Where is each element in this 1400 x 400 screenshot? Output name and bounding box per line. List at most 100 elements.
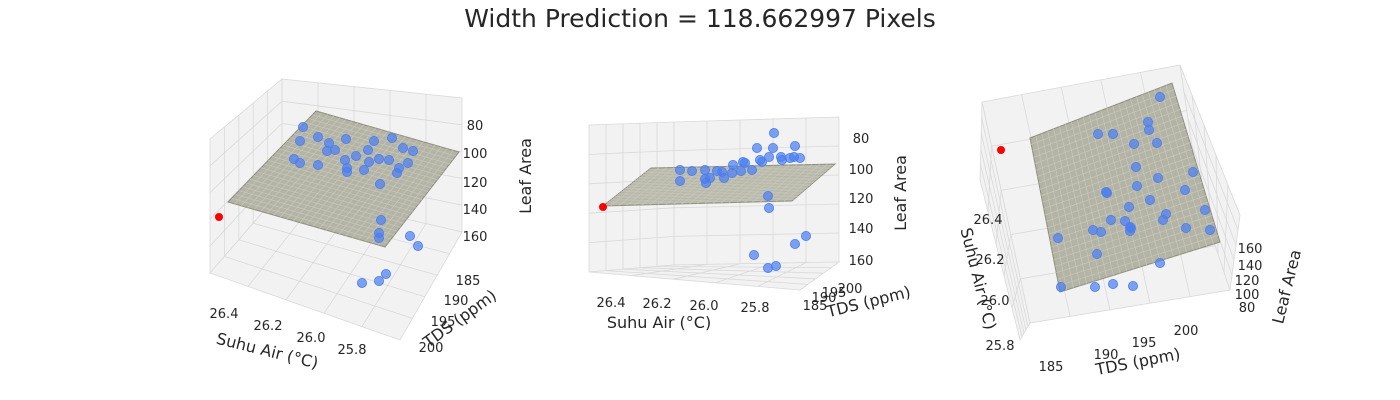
z-tick-label: 140 (1238, 259, 1263, 274)
observed-point (1129, 138, 1140, 149)
grid-line (995, 190, 1002, 245)
observed-point (1181, 222, 1192, 233)
prediction-marker (997, 146, 1005, 154)
observed-point (1200, 204, 1211, 215)
figure-title: Width Prediction = 118.662997 Pixels (464, 4, 936, 33)
plane-mesh-line (783, 163, 828, 202)
observed-point (764, 202, 775, 213)
y-tick-label: 185 (1039, 360, 1064, 375)
x-axis-label: Suhu Air (°C) (607, 313, 711, 332)
prediction-point (215, 213, 223, 221)
grid-line (1003, 234, 1012, 277)
y-tick-label: 200 (1174, 324, 1199, 339)
observed-point (1124, 201, 1135, 212)
z-tick-labels: 80 100 120 140 160 (463, 119, 488, 245)
grid-line (361, 223, 427, 327)
observed-point (373, 275, 384, 286)
observed-point (1090, 281, 1101, 292)
observed-point (368, 135, 379, 146)
x-tick-label: 26.4 (597, 296, 626, 311)
observed-point (375, 214, 386, 225)
plane-mesh-line (1058, 235, 1219, 286)
grid-line (588, 150, 675, 155)
subplot-view-1: 26.4 26.2 26.0 25.8 185 190 195 200 80 1… (209, 78, 535, 373)
y-tick-label: 185 (803, 299, 828, 314)
y-tick-label: 190 (1094, 348, 1119, 363)
observed-point (1093, 128, 1104, 139)
x-tick-label: 25.8 (741, 301, 770, 316)
observed-point (1108, 128, 1119, 139)
grid-line (673, 232, 840, 237)
grid-line (281, 100, 463, 126)
observed-point (1205, 224, 1216, 235)
observed-point (1158, 214, 1169, 225)
observed-point (700, 164, 711, 175)
observed-point (1106, 214, 1117, 225)
observed-point (1108, 278, 1119, 289)
observed-point (1145, 194, 1156, 205)
observed-point (790, 238, 801, 249)
observed-point (801, 230, 812, 241)
observed-point (407, 145, 418, 156)
observed-points (288, 122, 423, 288)
observed-point (358, 164, 369, 175)
observed-point (383, 154, 394, 165)
observed-point (687, 165, 698, 176)
observed-point (373, 232, 384, 243)
observed-point (769, 127, 780, 138)
plane-mesh-line (1153, 89, 1201, 249)
x-tick-label: 26.4 (210, 307, 239, 322)
y-tick-label: 195 (431, 315, 456, 330)
prediction-marker (599, 203, 607, 211)
observed-point (1155, 257, 1166, 268)
grid-line (622, 268, 816, 280)
observed-point (404, 230, 415, 241)
observed-point (386, 132, 397, 143)
prediction-point (599, 203, 607, 211)
z-tick-label: 160 (463, 230, 488, 245)
plane-mesh-line (365, 146, 442, 242)
plane-mesh-line (312, 114, 457, 157)
observed-point (312, 159, 323, 170)
observed-point (1096, 226, 1107, 237)
observed-point (1125, 221, 1136, 232)
observed-point (1155, 92, 1166, 103)
z-tick-label: 120 (849, 192, 874, 207)
plane-mesh-line (1057, 228, 1217, 280)
grid-line (1191, 145, 1235, 261)
observed-point (341, 166, 352, 177)
observed-point (675, 175, 686, 186)
observed-point (294, 135, 305, 146)
observed-point (393, 162, 404, 173)
observed-point (785, 152, 796, 163)
observed-point (380, 268, 391, 279)
z-tick-label: 140 (463, 203, 488, 218)
observed-points (675, 127, 812, 273)
grid-line (1183, 91, 1239, 231)
subplot-view-3: 26.4 26.2 26.0 25.8 185 190 195 200 80 1… (956, 64, 1305, 379)
y-tick-label: 190 (812, 291, 837, 306)
observed-point (1102, 187, 1113, 198)
observed-point (768, 142, 779, 153)
grid-line (209, 100, 283, 167)
x-tick-label: 26.2 (254, 319, 283, 334)
observed-point (312, 131, 323, 142)
grid-line (673, 203, 840, 209)
grid-line (605, 270, 808, 285)
observed-point (373, 153, 384, 164)
observed-point (294, 157, 305, 168)
observed-point (1132, 180, 1143, 191)
x-tick-label: 26.4 (974, 213, 1003, 228)
observed-point (374, 178, 385, 189)
grid-line (588, 236, 675, 243)
x-tick-label: 26.0 (690, 299, 719, 314)
observed-point (1180, 184, 1191, 195)
prediction-marker (215, 213, 223, 221)
observed-point (397, 142, 408, 153)
observed-point (1153, 172, 1164, 183)
observed-point (764, 151, 775, 162)
observed-point (749, 249, 760, 260)
observed-point (1144, 125, 1155, 136)
grid-line (1011, 278, 1021, 309)
prediction-point (997, 146, 1005, 154)
